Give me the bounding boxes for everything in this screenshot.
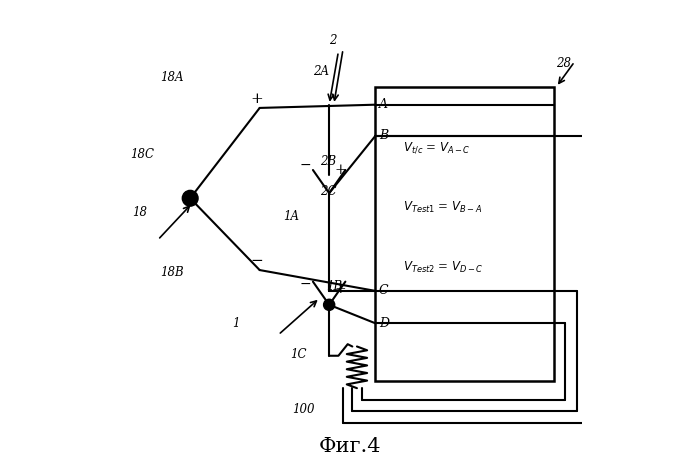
Text: +: +: [251, 92, 263, 106]
Bar: [375, 87, 554, 381]
Text: 2: 2: [329, 34, 337, 47]
Text: 1: 1: [232, 317, 239, 330]
Text: $V_{Test2}$ = $V_{D-C}$: $V_{Test2}$ = $V_{D-C}$: [403, 260, 484, 275]
Text: A: A: [379, 98, 388, 111]
Text: C: C: [379, 284, 389, 297]
Text: $V_{t/c}$ = $V_{A-C}$: $V_{t/c}$ = $V_{A-C}$: [403, 140, 471, 155]
Text: D: D: [379, 317, 389, 330]
Text: 2A: 2A: [313, 65, 329, 78]
Text: +: +: [335, 163, 346, 177]
Text: 1A: 1A: [283, 210, 299, 223]
Text: 1B: 1B: [326, 280, 342, 293]
Text: 100: 100: [292, 404, 314, 417]
Text: +: +: [335, 281, 346, 295]
Text: −: −: [251, 254, 263, 268]
Text: 18: 18: [132, 206, 147, 219]
Text: 18A: 18A: [160, 71, 183, 84]
Text: −: −: [299, 158, 311, 172]
Text: −: −: [299, 277, 311, 291]
Text: 1C: 1C: [290, 348, 307, 361]
Text: 28: 28: [556, 57, 571, 70]
Text: Фиг.4: Фиг.4: [318, 437, 382, 456]
Text: 18B: 18B: [160, 266, 183, 279]
Text: $V_{Test1}$ = $V_{B-A}$: $V_{Test1}$ = $V_{B-A}$: [403, 200, 483, 215]
Circle shape: [323, 299, 335, 310]
Circle shape: [182, 191, 198, 206]
Text: 2B: 2B: [320, 155, 336, 168]
Text: B: B: [379, 129, 388, 142]
Text: 2C: 2C: [320, 185, 337, 198]
Text: 18C: 18C: [130, 148, 154, 161]
